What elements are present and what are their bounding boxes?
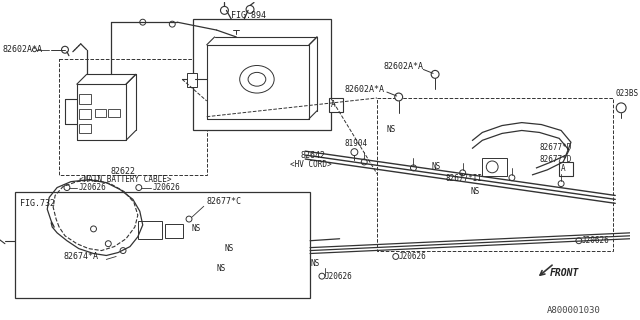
Text: NS: NS bbox=[225, 244, 234, 253]
Text: <HV CORD>: <HV CORD> bbox=[291, 160, 332, 169]
Bar bbox=[95, 109, 106, 117]
Circle shape bbox=[319, 273, 325, 279]
Circle shape bbox=[61, 46, 68, 53]
Circle shape bbox=[616, 103, 626, 113]
Text: 82622: 82622 bbox=[111, 167, 136, 176]
Circle shape bbox=[140, 19, 146, 25]
Text: NS: NS bbox=[216, 264, 226, 273]
Text: 023BS: 023BS bbox=[615, 89, 638, 98]
Text: FIG.894: FIG.894 bbox=[231, 11, 266, 20]
Text: 82602A*A: 82602A*A bbox=[3, 45, 43, 54]
Text: 81904: 81904 bbox=[344, 139, 367, 148]
Ellipse shape bbox=[240, 66, 274, 93]
Text: NS: NS bbox=[431, 162, 440, 172]
Text: FIG.732: FIG.732 bbox=[20, 199, 54, 208]
Circle shape bbox=[395, 93, 403, 101]
Circle shape bbox=[232, 34, 240, 42]
Text: FRONT: FRONT bbox=[549, 268, 579, 278]
Circle shape bbox=[410, 165, 417, 171]
Circle shape bbox=[460, 170, 466, 176]
Text: NS: NS bbox=[387, 125, 396, 134]
Circle shape bbox=[120, 248, 126, 253]
Text: J20626: J20626 bbox=[325, 272, 353, 281]
Bar bbox=[79, 94, 91, 104]
Bar bbox=[138, 221, 163, 239]
Circle shape bbox=[558, 181, 564, 187]
Text: J20626: J20626 bbox=[582, 236, 609, 245]
Ellipse shape bbox=[248, 72, 266, 86]
Text: 82602A*A: 82602A*A bbox=[384, 62, 424, 71]
Text: NS: NS bbox=[310, 259, 319, 268]
Text: A: A bbox=[561, 164, 566, 173]
Circle shape bbox=[91, 226, 97, 232]
Text: 82677*D: 82677*D bbox=[540, 143, 572, 152]
Circle shape bbox=[106, 241, 111, 247]
Circle shape bbox=[170, 21, 175, 27]
Circle shape bbox=[33, 48, 36, 52]
Circle shape bbox=[486, 161, 498, 173]
Text: A800001030: A800001030 bbox=[547, 306, 600, 315]
Text: 82677*D: 82677*D bbox=[540, 156, 572, 164]
Text: NS: NS bbox=[192, 224, 201, 233]
Text: 82602A*A: 82602A*A bbox=[344, 84, 385, 94]
Circle shape bbox=[361, 159, 367, 165]
Circle shape bbox=[509, 175, 515, 181]
Bar bbox=[15, 191, 310, 298]
Circle shape bbox=[351, 149, 358, 156]
Circle shape bbox=[393, 253, 399, 260]
Bar bbox=[377, 98, 613, 251]
Bar bbox=[79, 124, 91, 133]
Circle shape bbox=[431, 70, 439, 78]
Bar bbox=[483, 158, 507, 176]
Text: 82677*C: 82677*C bbox=[207, 197, 242, 206]
Bar bbox=[559, 162, 573, 176]
Text: NS: NS bbox=[470, 187, 480, 196]
Text: 82677*II: 82677*II bbox=[446, 174, 483, 183]
Circle shape bbox=[221, 6, 228, 14]
Circle shape bbox=[246, 5, 254, 13]
Bar bbox=[79, 109, 91, 119]
Bar bbox=[108, 109, 120, 117]
Text: 82642: 82642 bbox=[300, 151, 325, 160]
Text: J20626: J20626 bbox=[399, 252, 426, 261]
Circle shape bbox=[136, 185, 141, 190]
Text: A: A bbox=[331, 100, 335, 109]
Text: J20626: J20626 bbox=[79, 183, 106, 192]
Circle shape bbox=[576, 238, 582, 244]
Circle shape bbox=[186, 216, 192, 222]
Text: J20626: J20626 bbox=[152, 183, 180, 192]
Bar bbox=[193, 19, 331, 131]
Text: <MAIN BATTERY CABLE>: <MAIN BATTERY CABLE> bbox=[79, 175, 172, 184]
Bar bbox=[329, 98, 342, 112]
Circle shape bbox=[64, 185, 70, 190]
Bar bbox=[165, 224, 183, 238]
Bar bbox=[187, 73, 197, 87]
Bar bbox=[59, 59, 207, 175]
Text: 82674*A: 82674*A bbox=[64, 252, 99, 261]
